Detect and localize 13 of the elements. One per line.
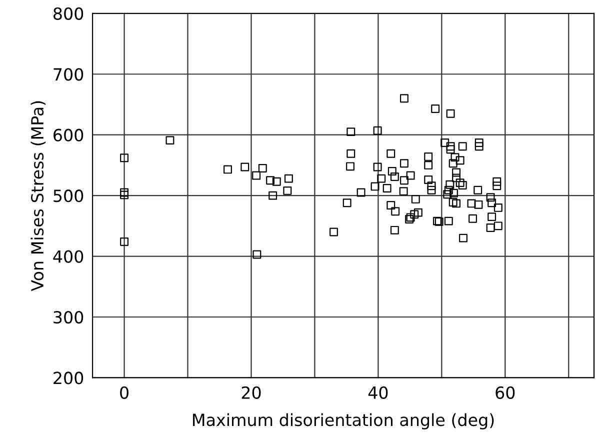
x-axis-title: Maximum disorientation angle (deg)	[193, 413, 494, 430]
x-tick-label: 20	[242, 386, 261, 399]
y-tick-label: 600	[54, 128, 84, 142]
y-tick-label: 300	[54, 310, 84, 324]
x-tick-label: 40	[368, 386, 388, 399]
y-tick-label: 400	[53, 250, 84, 263]
y-tick-label: 700	[54, 68, 84, 81]
y-tick-label: 500	[54, 190, 84, 202]
x-tick-label: 0	[120, 386, 128, 399]
x-tick-label: 60	[496, 386, 515, 399]
y-axis-title: Von Mises Stress (MPa)	[30, 101, 46, 292]
y-tick-label: 200	[54, 372, 84, 384]
y-tick-label: 800	[54, 7, 84, 20]
